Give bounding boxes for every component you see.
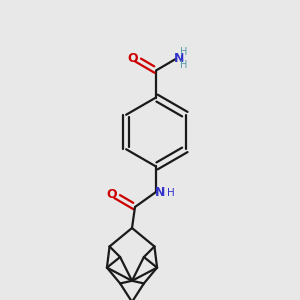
Text: O: O: [106, 188, 117, 201]
Text: N: N: [155, 186, 166, 200]
Text: H: H: [180, 47, 188, 58]
Text: H: H: [180, 59, 188, 70]
Text: N: N: [174, 52, 184, 65]
Text: O: O: [128, 52, 138, 65]
Text: H: H: [167, 188, 174, 198]
